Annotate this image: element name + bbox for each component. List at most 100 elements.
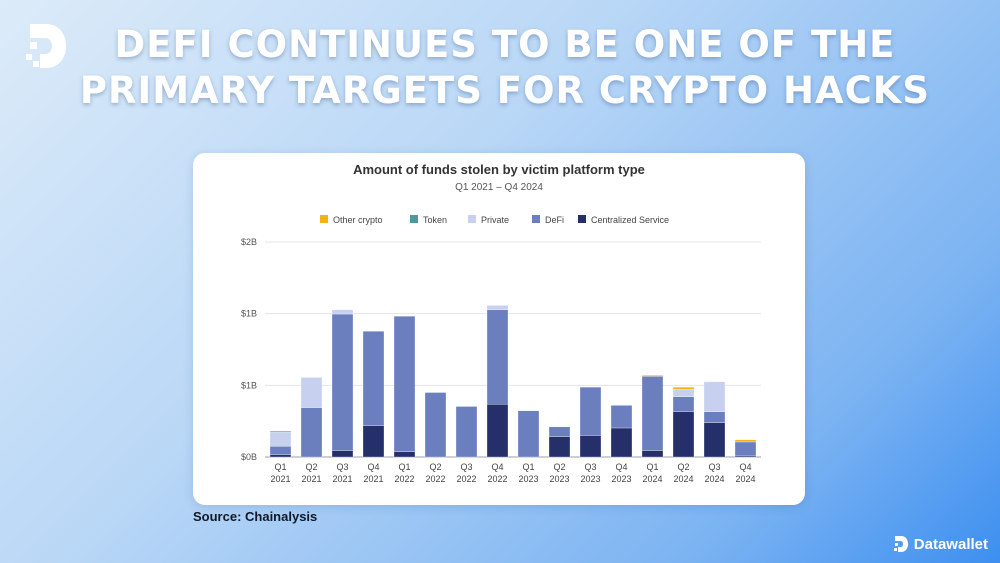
x-tick-year: 2021	[363, 474, 383, 484]
bar-other-Q2-2024	[672, 386, 695, 390]
bar-centralized-Q1-2024	[641, 450, 664, 458]
legend-swatch-private	[468, 215, 476, 223]
legend-label-defi: DeFi	[545, 215, 564, 225]
stacked-bar-chart: Amount of funds stolen by victim platfor…	[241, 162, 761, 484]
bar-centralized-Q4-2024	[734, 455, 757, 458]
x-tick-quarter: Q4	[491, 462, 503, 472]
chart-card: Amount of funds stolen by victim platfor…	[193, 153, 805, 505]
legend-label-private: Private	[481, 215, 509, 225]
x-tick-quarter: Q1	[398, 462, 410, 472]
legend-label-other: Other crypto	[333, 215, 383, 225]
bar-defi-Q3-2021	[331, 313, 354, 451]
bar-defi-Q3-2023	[579, 386, 602, 436]
x-tick-quarter: Q2	[553, 462, 565, 472]
bar-defi-Q2-2022	[424, 392, 447, 458]
bar-private-Q1-2021	[269, 432, 292, 447]
x-tick-year: 2024	[673, 474, 693, 484]
bar-defi-Q4-2022	[486, 309, 509, 405]
y-tick-label: $2B	[241, 237, 257, 247]
chart-subtitle: Q1 2021 – Q4 2024	[455, 182, 543, 193]
x-tick-quarter: Q1	[274, 462, 286, 472]
bar-centralized-Q2-2023	[548, 436, 571, 458]
x-tick-year: 2023	[611, 474, 631, 484]
x-tick-year: 2022	[394, 474, 414, 484]
x-tick-quarter: Q4	[615, 462, 627, 472]
x-tick-quarter: Q3	[584, 462, 596, 472]
bar-other-Q1-2024	[641, 375, 664, 377]
bar-defi-Q2-2024	[672, 396, 695, 413]
headline-line-2: PRIMARY TARGETS FOR CRYPTO HACKS	[79, 69, 931, 112]
bar-defi-Q2-2021	[300, 407, 323, 458]
bar-centralized-Q4-2021	[362, 425, 385, 458]
x-tick-quarter: Q1	[522, 462, 534, 472]
x-tick-year: 2022	[456, 474, 476, 484]
bar-private-Q2-2021	[300, 377, 323, 408]
chart-bars	[269, 305, 757, 458]
x-tick-quarter: Q2	[429, 462, 441, 472]
bar-defi-Q4-2023	[610, 405, 633, 429]
bar-private-Q2-2024	[672, 389, 695, 397]
legend-swatch-token	[410, 215, 418, 223]
bar-defi-Q1-2021	[269, 446, 292, 456]
bar-private-Q3-2024	[703, 381, 726, 413]
bar-centralized-Q1-2022	[393, 451, 416, 458]
x-tick-quarter: Q3	[336, 462, 348, 472]
x-tick-year: 2023	[580, 474, 600, 484]
x-tick-year: 2023	[518, 474, 538, 484]
y-tick-label: $1B	[241, 309, 257, 319]
legend-label-centralized: Centralized Service	[591, 215, 669, 225]
bar-defi-Q1-2023	[517, 410, 540, 458]
x-tick-quarter: Q4	[739, 462, 751, 472]
source-caption: Source: Chainalysis	[193, 509, 318, 524]
bar-defi-Q4-2024	[734, 441, 757, 457]
x-tick-year: 2023	[549, 474, 569, 484]
x-tick-year: 2021	[301, 474, 321, 484]
bar-defi-Q3-2022	[455, 406, 478, 458]
legend-label-token: Token	[423, 215, 447, 225]
bar-centralized-Q3-2024	[703, 422, 726, 458]
bar-defi-Q3-2024	[703, 411, 726, 423]
brand-badge: Datawallet	[893, 535, 988, 553]
datawallet-logo-icon	[26, 24, 66, 68]
legend-swatch-defi	[532, 215, 540, 223]
x-tick-quarter: Q3	[460, 462, 472, 472]
bar-private-Q4-2022	[486, 305, 509, 310]
headline: DEFI CONTINUES TO BE ONE OF THE PRIMARY …	[70, 22, 940, 114]
brand-name: Datawallet	[913, 535, 988, 553]
bar-defi-Q1-2024	[641, 376, 664, 451]
x-tick-year: 2024	[642, 474, 662, 484]
bar-centralized-Q4-2022	[486, 404, 509, 458]
x-tick-quarter: Q2	[305, 462, 317, 472]
bar-other-Q4-2024	[734, 439, 757, 443]
bar-defi-Q1-2022	[393, 316, 416, 452]
x-axis: Q1 2021 Q2 2021 Q3 2021 Q4 2021 Q1 2022 Q2 2022 Q3 20…	[270, 462, 755, 484]
x-tick-quarter: Q4	[367, 462, 379, 472]
x-tick-quarter: Q2	[677, 462, 689, 472]
bar-private-Q3-2021	[331, 309, 354, 315]
headline-line-1: DEFI CONTINUES TO BE ONE OF THE	[114, 23, 896, 66]
legend-swatch-other	[320, 215, 328, 223]
bar-defi-Q4-2021	[362, 331, 385, 426]
y-axis: $0B $1B $1B $2B	[241, 237, 257, 462]
y-tick-label: $1B	[241, 380, 257, 390]
x-tick-year: 2022	[487, 474, 507, 484]
bar-centralized-Q3-2021	[331, 450, 354, 458]
bar-centralized-Q1-2021	[269, 454, 292, 458]
x-tick-year: 2021	[270, 474, 290, 484]
x-tick-year: 2021	[332, 474, 352, 484]
x-tick-year: 2022	[425, 474, 445, 484]
x-tick-quarter: Q1	[646, 462, 658, 472]
chart-title: Amount of funds stolen by victim platfor…	[353, 162, 645, 177]
bar-token-Q1-2021	[269, 431, 292, 433]
x-tick-quarter: Q3	[708, 462, 720, 472]
bar-centralized-Q4-2023	[610, 427, 633, 458]
x-tick-year: 2024	[704, 474, 724, 484]
y-tick-label: $0B	[241, 452, 257, 462]
x-tick-year: 2024	[735, 474, 755, 484]
datawallet-logo-icon	[893, 536, 908, 552]
chart-legend: Other crypto Token Private DeFi Centralized …	[320, 215, 669, 225]
bar-defi-Q2-2023	[548, 426, 571, 437]
bar-centralized-Q2-2024	[672, 411, 695, 458]
bar-centralized-Q3-2023	[579, 435, 602, 458]
legend-swatch-centralized	[578, 215, 586, 223]
